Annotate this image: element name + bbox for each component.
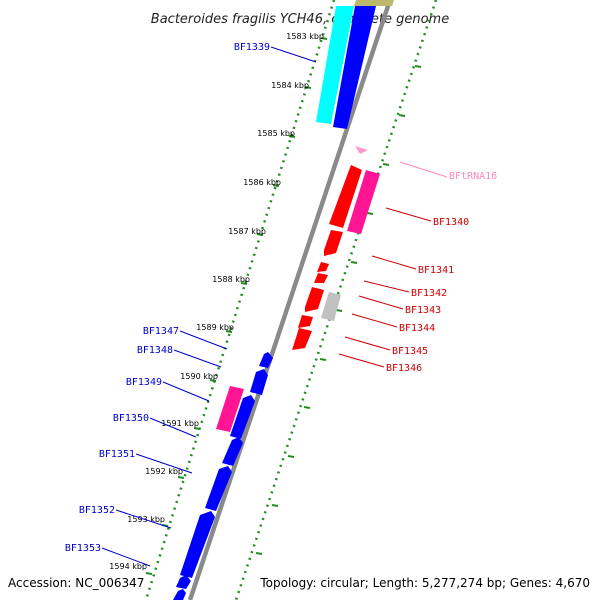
feature-bf1344[interactable] [305, 287, 324, 312]
gene-label-bftrna16[interactable]: BFtRNA16 [449, 171, 497, 182]
gene-label-bf1343[interactable]: BF1343 [405, 305, 441, 316]
gene-label-bf1339[interactable]: BF1339 [234, 42, 270, 53]
feature-bf1347[interactable] [259, 352, 273, 368]
gene-label-bf1347[interactable]: BF1347 [143, 326, 179, 337]
gene-label-bf1344[interactable]: BF1344 [399, 323, 435, 334]
gene-label-bf1342[interactable]: BF1342 [411, 288, 447, 299]
feature-bf1353b[interactable] [173, 589, 186, 600]
kbp-label-1591: 1591 kbp [161, 419, 199, 428]
trna-label-leader [399, 161, 448, 178]
kbp-label-1587: 1587 kbp [228, 227, 266, 236]
ruler-line-inner [144, 0, 336, 600]
genome-summary-text: Topology: circular; Length: 5,277,274 bp… [259, 576, 590, 590]
feature-pseudo[interactable] [321, 292, 341, 321]
feature-bf1343[interactable] [314, 273, 328, 283]
reverse-label-leaders [338, 207, 432, 368]
kbp-label-1588: 1588 kbp [212, 275, 250, 284]
feature-bf1339[interactable] [316, 6, 354, 124]
ruler-ticks-inner [145, 37, 328, 575]
gene-label-bf1349[interactable]: BF1349 [126, 377, 162, 388]
feature-bf1351[interactable] [222, 437, 243, 466]
kbp-label-1586: 1586 kbp [243, 178, 281, 187]
feature-bf1345[interactable] [298, 315, 313, 328]
feature-bf1342[interactable] [317, 262, 329, 272]
kbp-label-1584: 1584 kbp [271, 81, 309, 90]
feature-forward-top[interactable] [333, 6, 376, 129]
feature-bf1340[interactable] [329, 165, 362, 228]
feature-bftrna16[interactable] [355, 146, 368, 154]
feature-bf1352[interactable] [180, 511, 215, 578]
gene-label-bf1350[interactable]: BF1350 [113, 413, 149, 424]
feature-bf1346[interactable] [292, 328, 312, 350]
ruler-ticks-outer [255, 65, 422, 555]
kbp-label-1592: 1592 kbp [145, 467, 183, 476]
kbp-label-1594: 1594 kbp [109, 562, 147, 571]
feature-bf1340-rna[interactable] [347, 170, 380, 234]
genome-backbone [187, 0, 393, 600]
kbp-label-1590: 1590 kbp [180, 372, 218, 381]
gene-label-bf1351[interactable]: BF1351 [99, 449, 135, 460]
feature-track[interactable]: 1583 kbp 1584 kbp 1585 kbp 1586 kbp 1587… [65, 0, 497, 600]
kbp-label-1585: 1585 kbp [257, 129, 295, 138]
accession-text: Accession: NC_006347 [8, 576, 144, 590]
feature-bf1348[interactable] [250, 369, 268, 395]
feature-bf1341[interactable] [324, 230, 343, 256]
feature-bf1349[interactable] [216, 386, 244, 432]
forward-label-leaders [101, 46, 317, 567]
gene-label-bf1341[interactable]: BF1341 [418, 265, 454, 276]
feature-bf1351b[interactable] [205, 466, 232, 511]
feature-top-olive[interactable] [354, 0, 394, 6]
feature-bf1353[interactable] [176, 575, 191, 589]
genome-title: Bacteroides fragilis YCH46, complete gen… [151, 12, 449, 27]
gene-label-bf1346[interactable]: BF1346 [386, 363, 422, 374]
gene-label-bf1348[interactable]: BF1348 [137, 345, 173, 356]
gene-label-bf1353[interactable]: BF1353 [65, 543, 101, 554]
kbp-label-1589: 1589 kbp [196, 323, 234, 332]
gene-label-bf1352[interactable]: BF1352 [79, 505, 115, 516]
gene-label-bf1340[interactable]: BF1340 [433, 217, 469, 228]
feature-bf1350[interactable] [230, 395, 255, 439]
gene-label-bf1345[interactable]: BF1345 [392, 346, 428, 357]
kbp-label-1583: 1583 kbp [286, 32, 324, 41]
